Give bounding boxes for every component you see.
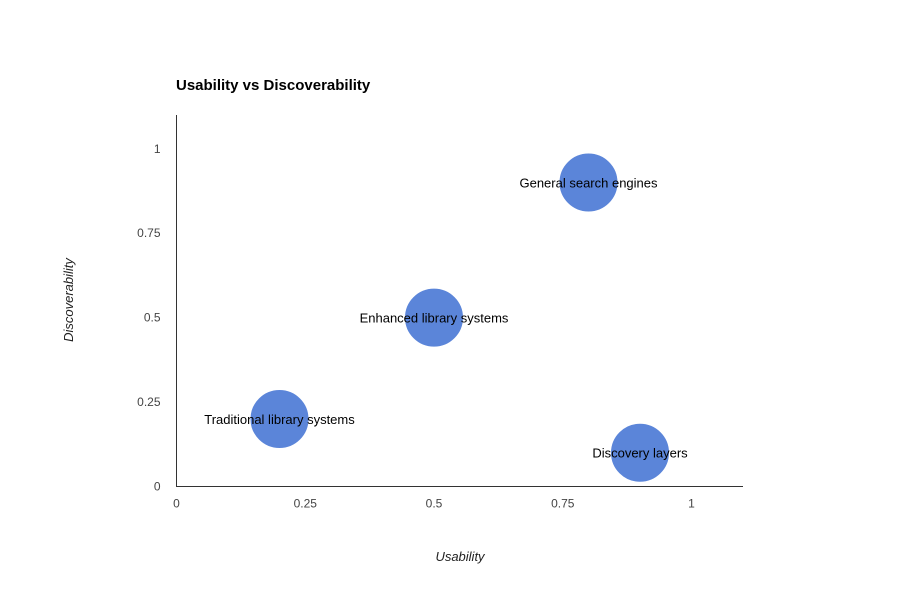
y-tick-label: 0.25 [137, 395, 161, 409]
x-tick-labels: 0 0.25 0.5 0.75 1 [173, 497, 695, 511]
bubble-label: Traditional library systems [204, 412, 355, 427]
bubble-point[interactable] [249, 388, 310, 449]
y-axis-title: Discoverability [61, 257, 76, 342]
x-tick-label: 0 [173, 497, 180, 511]
x-tick-label: 0.25 [294, 497, 318, 511]
bubble-label: General search engines [519, 176, 658, 191]
y-tick-label: 0.5 [144, 311, 161, 325]
bubble-point[interactable] [558, 152, 619, 213]
y-tick-label: 0.75 [137, 226, 161, 240]
bubble-series: General search engines Enhanced library s… [204, 152, 688, 483]
chart-title: Usability vs Discoverability [176, 77, 371, 94]
x-tick-label: 0.5 [426, 497, 443, 511]
y-tick-labels: 0 0.25 0.5 0.75 1 [137, 142, 161, 494]
x-axis-title: Usability [435, 549, 486, 564]
bubble-label: Enhanced library systems [360, 311, 509, 326]
bubble-label: Discovery layers [592, 446, 688, 461]
bubble-point[interactable] [610, 422, 670, 483]
x-tick-label: 0.75 [551, 497, 575, 511]
x-tick-label: 1 [688, 497, 695, 511]
y-tick-label: 0 [154, 480, 161, 494]
y-tick-label: 1 [154, 142, 161, 156]
bubble-point[interactable] [404, 287, 464, 348]
